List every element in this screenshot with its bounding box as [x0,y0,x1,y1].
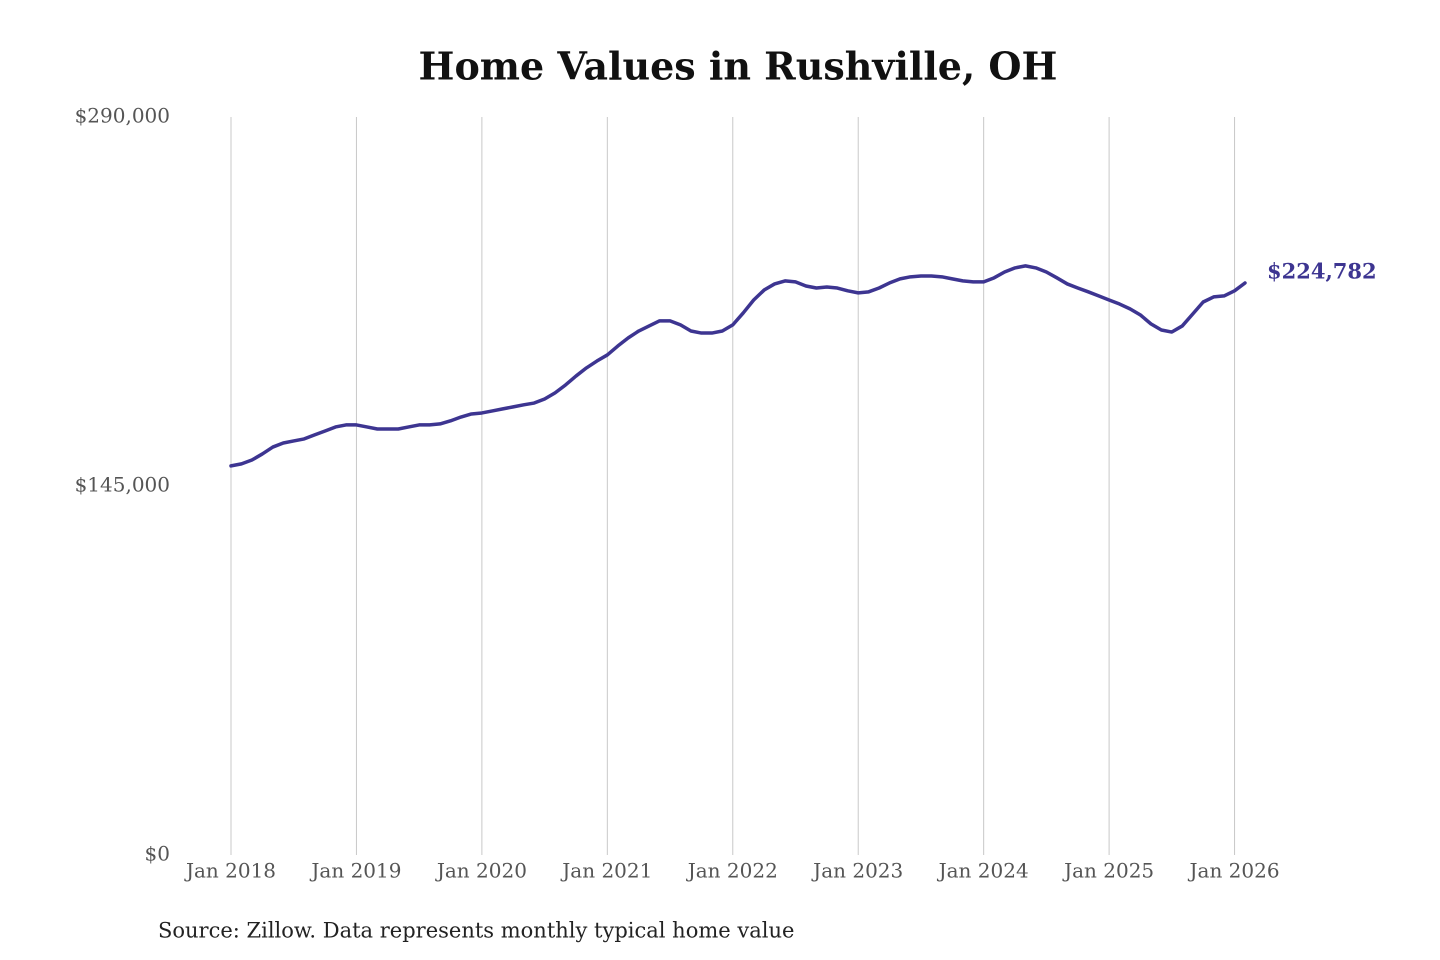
x-tick-label: Jan 2024 [937,859,1029,883]
y-tick-label: $145,000 [75,473,170,497]
source-note: Source: Zillow. Data represents monthly … [158,919,794,943]
chart-title: Home Values in Rushville, OH [419,44,1058,89]
y-tick-label: $0 [145,842,170,866]
x-tick-label: Jan 2018 [184,859,276,883]
y-tick-label: $290,000 [75,104,170,128]
x-tick-label: Jan 2023 [811,859,903,883]
x-tick-label: Jan 2026 [1188,859,1280,883]
x-tick-label: Jan 2025 [1062,859,1154,883]
line [229,264,1247,468]
x-tick-label: Jan 2022 [686,859,778,883]
x-tick-label: Jan 2021 [560,859,652,883]
x-tick-label: Jan 2019 [309,859,401,883]
value-label: $224,782 [1267,258,1377,283]
x-tick-label: Jan 2020 [435,859,527,883]
